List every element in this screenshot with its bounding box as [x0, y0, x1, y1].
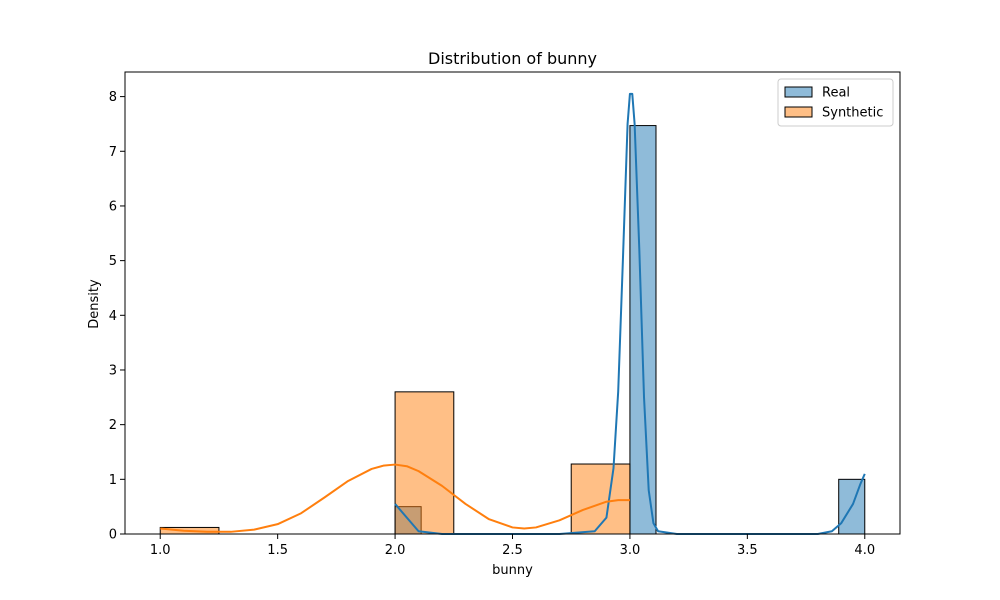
y-tick-label: 5	[109, 254, 117, 269]
real-histogram-bar	[629, 125, 657, 535]
axes-frame	[124, 71, 901, 535]
legend-swatch-real	[784, 86, 813, 98]
y-axis-title: Density	[87, 279, 102, 329]
synthetic-histogram-bar	[570, 463, 631, 535]
y-tick-label: 1	[109, 473, 117, 488]
legend-label-real: Real	[822, 86, 850, 101]
y-tick-label: 3	[109, 363, 117, 378]
plot-area: 1.0 1.5 2.0 2.5 3.0 3.5 4.0 0 1 2 3 4 5 6 7 8	[109, 71, 901, 558]
x-axis-title: bunny	[492, 563, 533, 578]
synthetic-histogram-bar	[394, 391, 455, 535]
x-tick-label: 1.0	[150, 543, 171, 558]
y-tick-label: 6	[109, 199, 117, 214]
synthetic-kde-line	[160, 463, 630, 533]
y-tick-label: 8	[109, 90, 117, 105]
x-tick-label: 2.5	[502, 543, 523, 558]
x-tick-label: 3.0	[620, 543, 641, 558]
x-tick-label: 3.5	[737, 543, 758, 558]
legend-swatch-synthetic	[784, 106, 813, 118]
legend-label-synthetic: Synthetic	[822, 106, 883, 121]
x-tick-label: 4.0	[854, 543, 875, 558]
y-tick-label: 0	[109, 528, 117, 543]
y-tick-label: 2	[109, 418, 117, 433]
x-tick-label: 2.0	[385, 543, 406, 558]
y-tick-label: 4	[109, 309, 117, 324]
x-tick-label: 1.5	[267, 543, 288, 558]
legend: Real Synthetic	[777, 78, 894, 127]
chart-title: Distribution of bunny	[428, 49, 597, 68]
y-tick-label: 7	[109, 145, 117, 160]
